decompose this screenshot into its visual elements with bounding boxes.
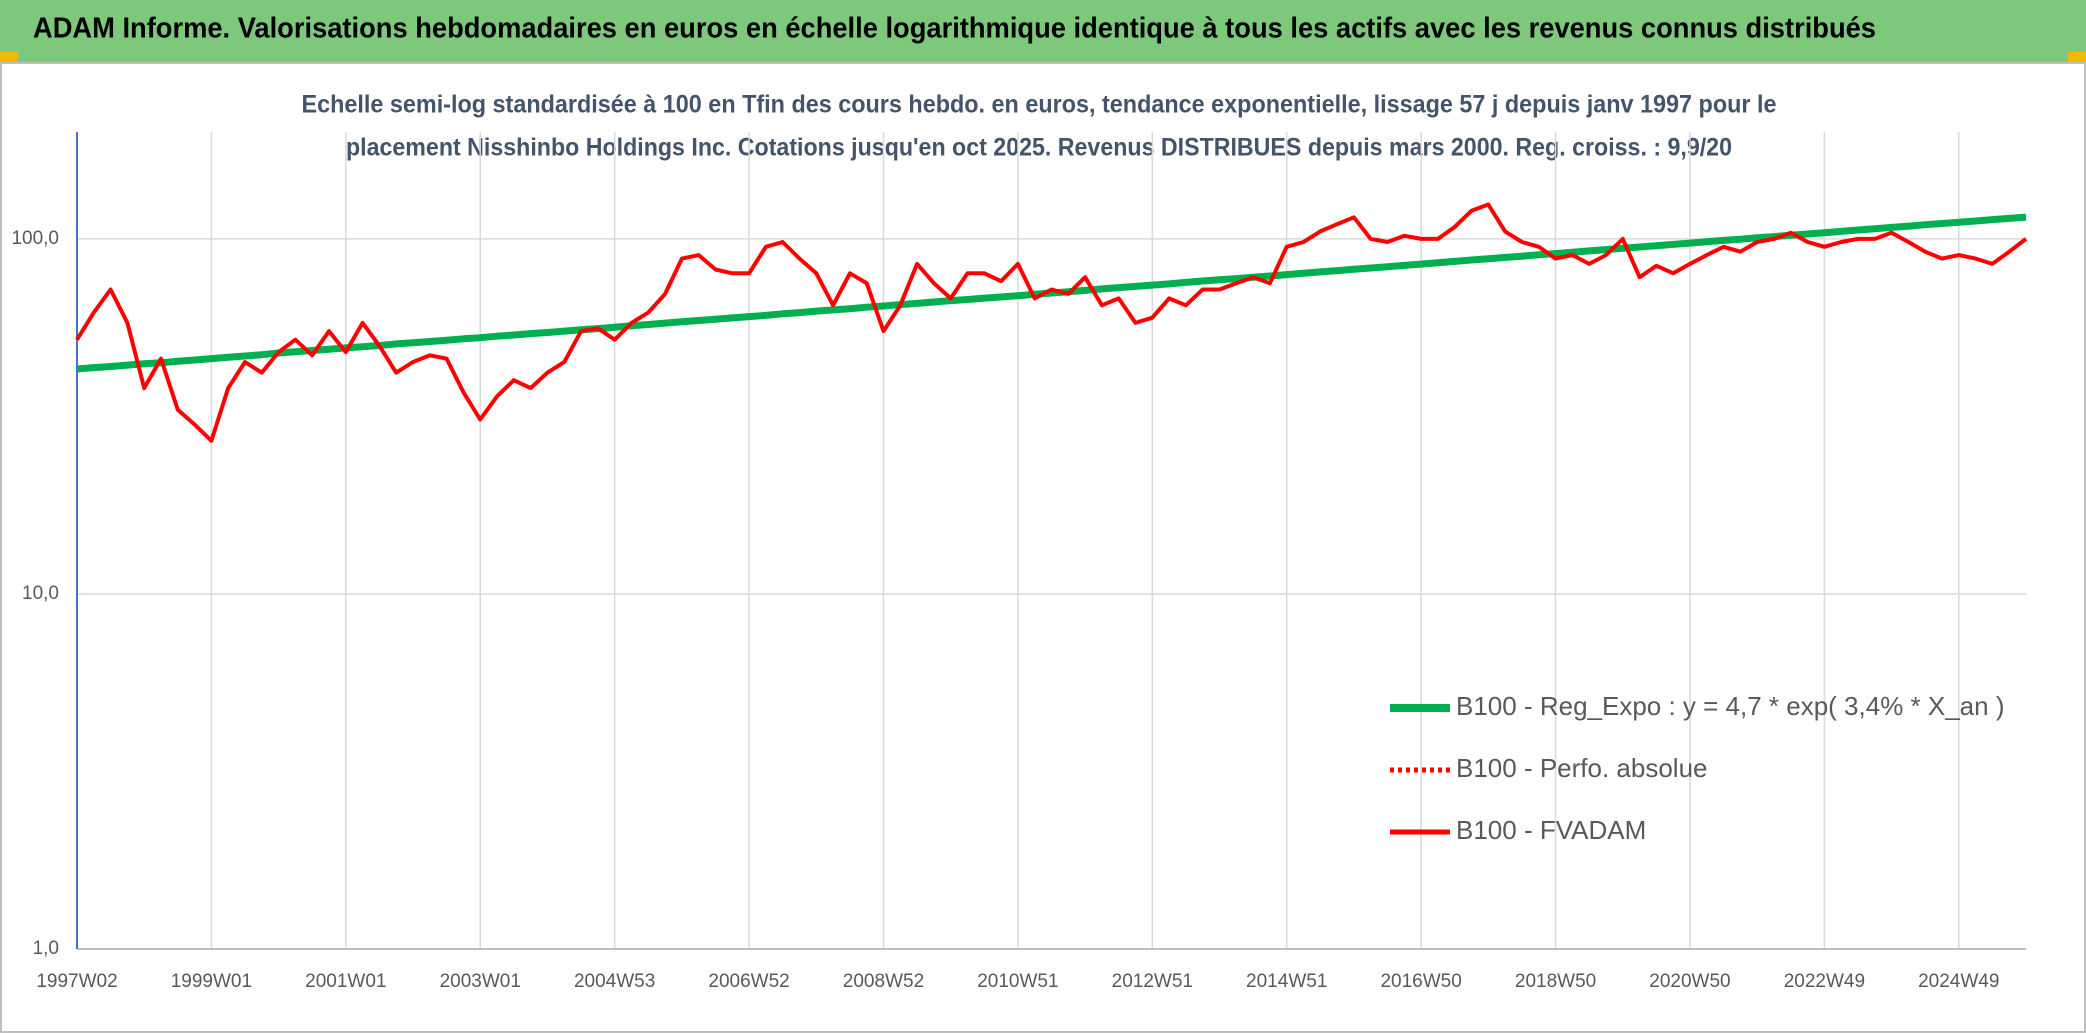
legend-label: B100 - FVADAM xyxy=(1456,815,1646,845)
x-tick-label: 2006W52 xyxy=(708,971,789,992)
chart-subtitle: Echelle semi-log standardisée à 100 en T… xyxy=(302,91,1777,119)
y-tick-label: 100,0 xyxy=(11,228,59,249)
x-tick-label: 2022W49 xyxy=(1784,971,1865,992)
x-tick-label: 2008W52 xyxy=(843,971,924,992)
series-line xyxy=(75,202,2028,443)
legend-label: B100 - Perfo. absolue xyxy=(1456,753,1708,783)
series-line xyxy=(76,213,2027,373)
y-tick-label: 1,0 xyxy=(33,938,59,959)
x-tick-label: 2014W51 xyxy=(1246,971,1327,992)
page-title: ADAM Informe. Valorisations hebdomadaire… xyxy=(33,13,1876,45)
x-tick-label: 2020W50 xyxy=(1649,971,1730,992)
x-tick-label: 2018W50 xyxy=(1515,971,1596,992)
x-tick-label: 2016W50 xyxy=(1380,971,1461,992)
title-bar xyxy=(0,0,2086,62)
x-tick-label: 2012W51 xyxy=(1112,971,1193,992)
corner xyxy=(2068,52,2086,62)
x-tick-label: 2004W53 xyxy=(574,971,655,992)
x-tick-label: 2010W51 xyxy=(977,971,1058,992)
chart-frame xyxy=(0,62,2086,1033)
x-tick-label: 2001W01 xyxy=(305,971,386,992)
y-tick-label: 10,0 xyxy=(22,583,59,604)
legend-label: B100 - Reg_Expo : y = 4,7 * exp( 3,4% * … xyxy=(1456,691,2005,721)
x-tick-label: 2024W49 xyxy=(1918,971,1999,992)
x-tick-label: 2003W01 xyxy=(440,971,521,992)
chart-subtitle: placement Nisshinbo Holdings Inc. Cotati… xyxy=(346,134,1732,162)
x-tick-label: 1997W02 xyxy=(36,971,117,992)
x-tick-label: 1999W01 xyxy=(171,971,252,992)
corner xyxy=(0,52,18,62)
